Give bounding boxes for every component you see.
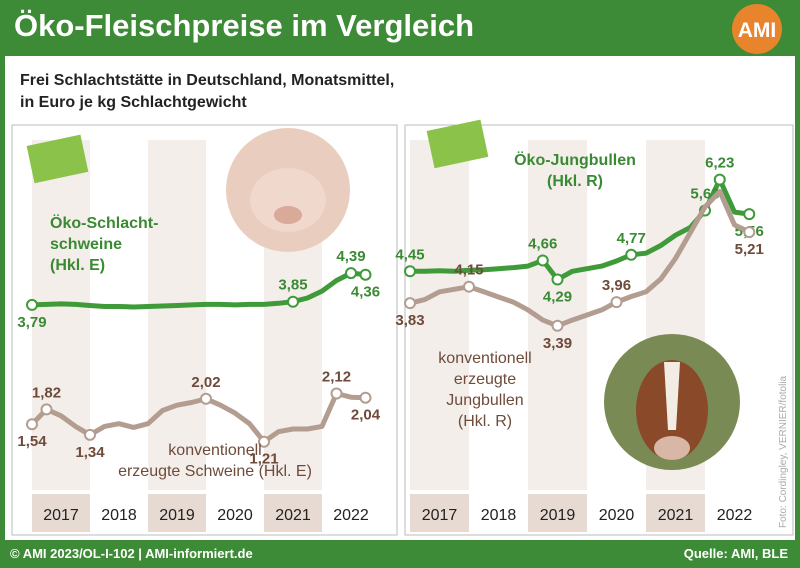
point	[26, 298, 38, 311]
logo: AMI	[738, 19, 777, 42]
photo-cow	[604, 334, 740, 470]
point	[40, 403, 53, 416]
point	[359, 391, 372, 404]
data-label: 3,85	[278, 277, 307, 294]
x-tick-label: 2018	[101, 507, 137, 524]
data-label: 1,82	[32, 384, 61, 401]
data-label: 3,39	[543, 335, 572, 352]
photo-pig	[226, 128, 350, 252]
data-label: 4,39	[336, 248, 365, 265]
data-label: 2,02	[191, 374, 220, 391]
point	[404, 297, 416, 310]
data-label: 4,15	[454, 262, 483, 279]
data-label: 4,36	[351, 284, 380, 301]
x-tick-label: 2021	[658, 507, 694, 524]
year-strip	[528, 494, 587, 532]
point	[625, 248, 638, 261]
data-label: 4,66	[528, 235, 557, 252]
organic-label	[26, 119, 489, 184]
point	[551, 319, 564, 332]
x-tick-label: 2019	[159, 507, 195, 524]
data-label: 4,45	[395, 246, 424, 263]
footer-right: Quelle: AMI, BLE	[683, 546, 788, 561]
point	[287, 295, 299, 308]
series-label: Öko-Schlacht- schweine (Hkl. E)	[50, 215, 159, 274]
point	[463, 280, 475, 293]
point	[404, 265, 416, 278]
year-strip	[646, 494, 705, 532]
year-strip	[410, 494, 469, 532]
point	[743, 226, 756, 239]
data-label: 4,29	[543, 288, 572, 305]
data-label: 1,54	[17, 433, 47, 450]
point	[359, 268, 372, 281]
point	[258, 435, 270, 448]
point	[743, 208, 756, 221]
data-label: 2,12	[322, 368, 351, 385]
x-tick-label: 2018	[481, 507, 517, 524]
point	[200, 392, 212, 405]
point	[551, 273, 564, 286]
year-strip	[32, 494, 90, 532]
line	[31, 270, 366, 310]
year-band	[410, 140, 469, 490]
series-label: Öko-Jungbullen (Hkl. R)	[514, 152, 636, 190]
logo-badge	[732, 4, 782, 54]
data-label: 3,96	[602, 277, 631, 294]
x-tick-label: 2022	[333, 507, 369, 524]
data-label: 5,21	[735, 241, 764, 258]
title: Öko-Fleischpreise im Vergleich	[14, 8, 475, 43]
x-tick-label: 2017	[422, 507, 458, 524]
footer-left: © AMI 2023/OL-I-102 | AMI-informiert.de	[10, 546, 253, 561]
x-tick-label: 2020	[599, 507, 635, 524]
data-label: 3,79	[17, 314, 46, 331]
data-label: 2,04	[351, 407, 381, 424]
series-label: konventionell erzeugte Schweine (Hkl. E)	[118, 442, 312, 480]
point	[84, 428, 96, 441]
data-label: 1,34	[75, 444, 105, 461]
point	[345, 267, 357, 280]
year-strip	[264, 494, 322, 532]
x-tick-label: 2017	[43, 507, 79, 524]
point	[536, 254, 549, 267]
data-label: 3,83	[395, 312, 424, 329]
x-tick-label: 2021	[275, 507, 311, 524]
point	[610, 296, 623, 309]
subtitle: Frei Schlachtstätte in Deutschland, Mona…	[20, 72, 395, 111]
x-tick-label: 2019	[540, 507, 576, 524]
point	[713, 173, 726, 186]
x-tick-label: 2020	[217, 507, 253, 524]
x-tick-label: 2022	[717, 507, 753, 524]
data-label: 4,77	[617, 230, 646, 247]
data-label: 6,23	[705, 155, 734, 172]
year-strip	[148, 494, 206, 532]
point	[330, 387, 343, 400]
year-band	[148, 140, 206, 490]
photo-credit: Foto: Cordingley, VERNIER/fotolia	[778, 375, 789, 528]
point	[26, 418, 38, 431]
series-label: konventionell erzeugte Jungbullen (Hkl. …	[438, 350, 532, 430]
data-label: 1,21	[249, 451, 278, 468]
